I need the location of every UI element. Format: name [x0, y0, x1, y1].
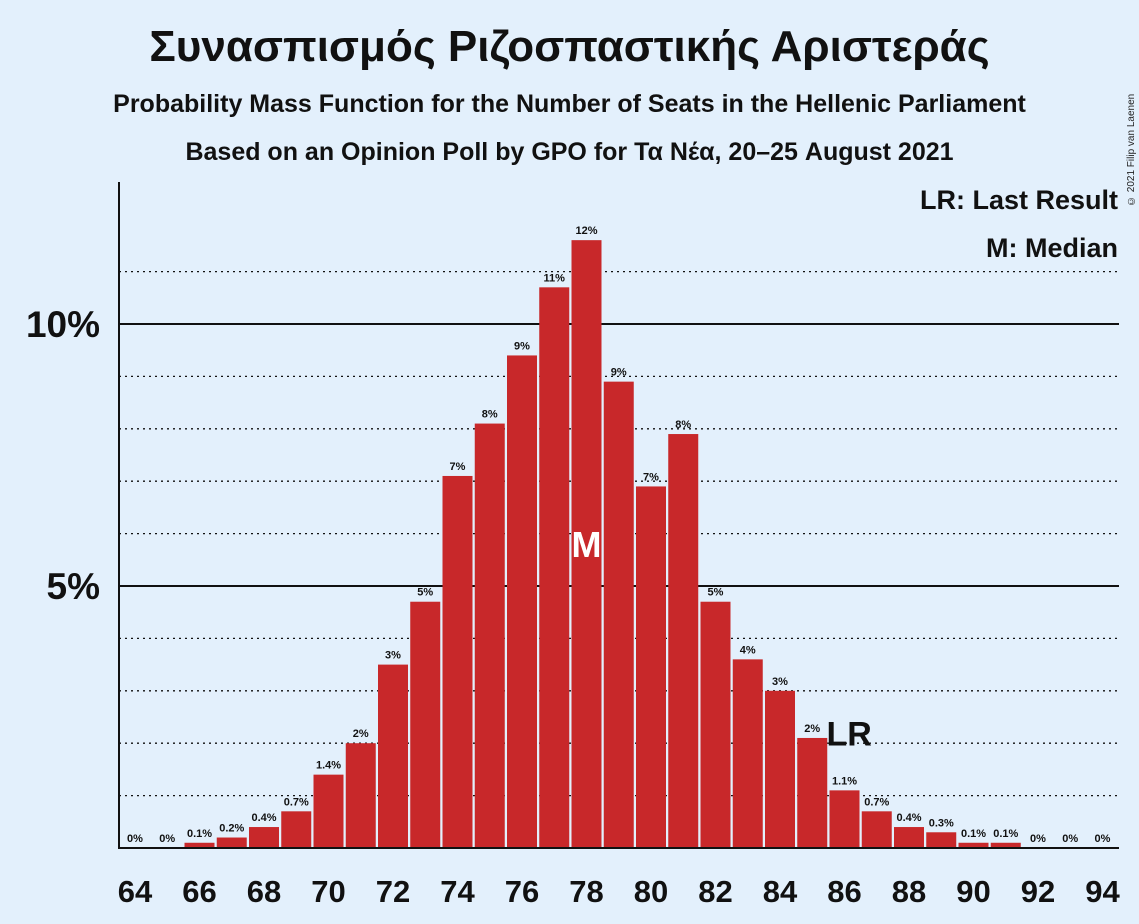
bar-value-label: 0%: [1062, 833, 1078, 845]
bar-value-label: 0.7%: [864, 796, 889, 808]
x-tick-label: 64: [118, 874, 153, 909]
bar-value-label: 3%: [772, 676, 788, 688]
bar-seat-78: [571, 240, 602, 848]
axes: [118, 182, 1119, 849]
bar-seat-70: [313, 774, 344, 848]
x-tick-label: 80: [634, 874, 668, 909]
bar-seat-72: [378, 664, 408, 848]
bar-seat-69: [281, 811, 312, 848]
bar-value-label: 0.1%: [961, 828, 986, 840]
bar-seat-91: [990, 842, 1021, 848]
bar-seat-75: [474, 423, 505, 848]
bar-value-label: 0.2%: [219, 823, 244, 835]
bar-seat-84: [765, 690, 795, 848]
bar-seat-83: [732, 659, 763, 848]
bar-seat-82: [700, 601, 731, 848]
bar-value-label: 5%: [417, 587, 433, 599]
legend-entry: LR: Last Result: [920, 185, 1118, 215]
bar-seat-85: [797, 737, 828, 848]
bar-seat-88: [894, 827, 924, 848]
bar-seat-80: [636, 486, 666, 848]
x-tick-label: 70: [311, 874, 345, 909]
bar-seat-74: [442, 475, 473, 848]
x-tick-label: 82: [698, 874, 732, 909]
legend-entry: M: Median: [986, 233, 1118, 263]
bars: [184, 240, 1021, 848]
bar-value-label: 4%: [740, 644, 756, 656]
bar-value-label: 1.4%: [316, 760, 341, 772]
x-tick-label: 94: [1085, 874, 1120, 909]
bar-value-label: 11%: [544, 272, 566, 284]
x-tick-label: 66: [182, 874, 216, 909]
x-tick-label: 90: [956, 874, 990, 909]
bar-seat-73: [410, 601, 441, 848]
bar-seat-67: [216, 837, 247, 848]
x-tick-label: 88: [892, 874, 926, 909]
bar-seat-81: [668, 434, 699, 848]
y-tick-label: 10%: [26, 304, 100, 345]
chart-source: Based on an Opinion Poll by GPO for Τα Ν…: [185, 138, 954, 166]
chart-subtitle: Probability Mass Function for the Number…: [113, 90, 1026, 118]
bar-value-label: 0%: [127, 833, 143, 845]
x-tick-label: 68: [247, 874, 281, 909]
x-tick-label: 76: [505, 874, 539, 909]
x-tick-label: 72: [376, 874, 410, 909]
bar-value-label: 5%: [708, 587, 724, 599]
x-tick-label: 74: [440, 874, 475, 909]
chart-title: Συνασπισμός Ριζοσπαστικής Αριστεράς: [149, 22, 990, 71]
bar-value-label: 2%: [804, 723, 820, 735]
bar-seat-71: [345, 743, 376, 848]
bar-value-label: 0.3%: [929, 817, 954, 829]
bar-value-label: 8%: [482, 409, 498, 421]
bar-seat-86: [829, 790, 860, 848]
bar-value-label: 0.1%: [187, 828, 212, 840]
bar-value-label: 3%: [385, 650, 401, 662]
bar-seat-87: [861, 811, 892, 848]
bar-seat-79: [603, 381, 634, 848]
bar-seat-66: [184, 842, 215, 848]
bar-value-label: 0.1%: [993, 828, 1018, 840]
x-tick-label: 78: [569, 874, 603, 909]
last-result-marker: LR: [827, 715, 872, 753]
bar-seat-76: [507, 355, 537, 848]
bar-seat-90: [958, 842, 989, 848]
bar-value-label: 0%: [159, 833, 175, 845]
bar-value-label: 7%: [450, 461, 466, 473]
bar-value-label: 12%: [575, 225, 597, 237]
bar-value-label: 0%: [1095, 833, 1111, 845]
x-tick-label: 84: [763, 874, 798, 909]
labels: 0% 0% 0.1% 0.2% 0.4% 0.7% 1.4% 2% 3% 5% 7% 8% 9% 11% 1…: [26, 185, 1121, 909]
bar-value-label: 9%: [611, 367, 627, 379]
median-marker: M: [572, 524, 602, 565]
bar-value-label: 0%: [1030, 833, 1046, 845]
x-tick-label: 86: [827, 874, 861, 909]
bar-value-label: 9%: [514, 340, 530, 352]
bar-value-label: 2%: [353, 728, 369, 740]
bar-seat-77: [539, 287, 570, 848]
bar-value-label: 0.4%: [251, 812, 276, 824]
bar-seat-89: [926, 832, 957, 848]
x-tick-label: 92: [1021, 874, 1055, 909]
bar-seat-68: [249, 827, 279, 848]
y-tick-label: 5%: [47, 566, 100, 607]
bar-value-label: 7%: [643, 471, 659, 483]
bar-value-label: 0.4%: [896, 812, 921, 824]
bar-value-label: 0.7%: [284, 796, 309, 808]
bar-value-label: 1.1%: [832, 775, 857, 787]
bar-value-label: 8%: [675, 419, 691, 431]
